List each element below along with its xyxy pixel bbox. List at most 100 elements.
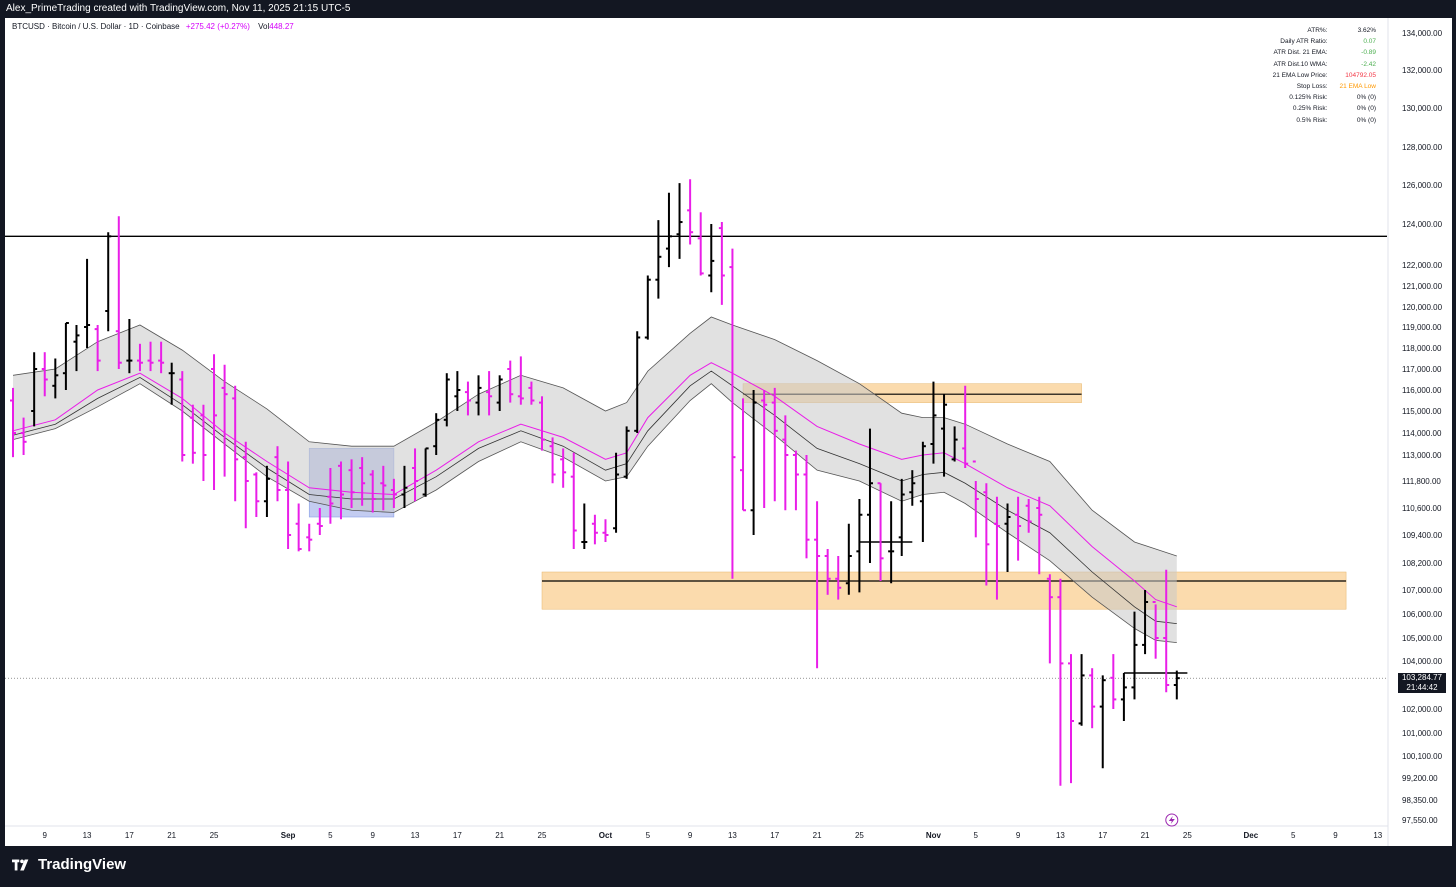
ohlc-bar[interactable] <box>549 437 556 484</box>
ohlc-bar[interactable] <box>962 385 969 468</box>
ohlc-bar[interactable] <box>1173 670 1180 700</box>
ohlc-bar[interactable] <box>105 232 112 332</box>
ohlc-bar[interactable] <box>718 222 725 305</box>
ohlc-bar[interactable] <box>475 375 482 416</box>
ohlc-bar[interactable] <box>189 404 196 464</box>
ohlc-bar[interactable] <box>1110 654 1117 709</box>
ohlc-bar[interactable] <box>993 496 1000 600</box>
ohlc-bar[interactable] <box>496 375 503 411</box>
ohlc-bar[interactable] <box>771 387 778 502</box>
ohlc-bar[interactable] <box>253 472 260 517</box>
ohlc-bar[interactable] <box>1025 499 1032 533</box>
ohlc-bar[interactable] <box>1036 496 1043 575</box>
ohlc-bar[interactable] <box>898 478 905 556</box>
ohlc-bar[interactable] <box>221 364 228 477</box>
ohlc-bar[interactable] <box>941 394 948 477</box>
ohlc-bar[interactable] <box>464 381 471 416</box>
ohlc-bar[interactable] <box>591 514 598 545</box>
ohlc-bar[interactable] <box>665 192 672 268</box>
ohlc-bar[interactable] <box>1015 496 1022 561</box>
ohlc-bar[interactable] <box>708 224 715 293</box>
ohlc-bar[interactable] <box>433 413 440 455</box>
ohlc-bar[interactable] <box>380 465 387 511</box>
ohlc-bar[interactable] <box>835 556 842 600</box>
ohlc-bar[interactable] <box>570 452 577 549</box>
chart-panel[interactable]: 134,000.00 132,000.00 130,000.00 128,000.00… <box>5 18 1452 846</box>
ohlc-bar[interactable] <box>909 470 916 506</box>
ohlc-bar[interactable] <box>528 381 535 405</box>
ohlc-bar[interactable] <box>888 501 895 584</box>
ohlc-bar[interactable] <box>687 179 694 245</box>
ohlc-bar[interactable] <box>866 428 873 563</box>
ohlc-bar[interactable] <box>73 325 80 372</box>
ohlc-bar[interactable] <box>644 275 651 340</box>
ohlc-bar[interactable] <box>824 549 831 595</box>
ohlc-bar[interactable] <box>401 465 408 508</box>
ohlc-bar[interactable] <box>274 446 281 502</box>
ohlc-bar[interactable] <box>581 503 588 550</box>
price-chart[interactable]: 134,000.00 132,000.00 130,000.00 128,000.00… <box>5 18 1452 846</box>
ohlc-bar[interactable] <box>136 343 143 372</box>
ohlc-bar[interactable] <box>729 248 736 579</box>
ohlc-bar[interactable] <box>94 325 101 372</box>
ohlc-bar[interactable] <box>295 503 302 552</box>
ohlc-bar[interactable] <box>1152 601 1159 659</box>
ohlc-bar[interactable] <box>655 220 662 299</box>
ohlc-bar[interactable] <box>232 385 239 502</box>
ohlc-bar[interactable] <box>84 258 91 348</box>
ohlc-bar[interactable] <box>263 465 270 517</box>
ohlc-bar[interactable] <box>211 354 218 490</box>
ohlc-bar[interactable] <box>1078 654 1085 726</box>
ohlc-bar[interactable] <box>306 523 313 552</box>
ohlc-bar[interactable] <box>761 390 768 508</box>
ohlc-bar[interactable] <box>560 448 567 488</box>
ohlc-bar[interactable] <box>951 426 958 462</box>
ohlc-bar[interactable] <box>147 341 154 372</box>
ohlc-bar[interactable] <box>454 371 461 411</box>
ohlc-bar[interactable] <box>983 483 990 586</box>
ohlc-bar[interactable] <box>782 415 789 511</box>
ohlc-bar[interactable] <box>792 450 799 511</box>
ohlc-bar[interactable] <box>602 519 609 542</box>
ohlc-bar[interactable] <box>115 216 122 369</box>
ohlc-bar[interactable] <box>359 457 366 506</box>
ohlc-bar[interactable] <box>919 441 926 542</box>
ohlc-bar[interactable] <box>348 459 355 508</box>
ohlc-bar[interactable] <box>41 352 48 397</box>
ohlc-bar[interactable] <box>517 356 524 405</box>
ohlc-bar[interactable] <box>877 482 884 581</box>
ohlc-bar[interactable] <box>613 452 620 533</box>
ohlc-bar[interactable] <box>740 398 747 512</box>
ohlc-bar[interactable] <box>31 352 38 427</box>
ohlc-bar[interactable] <box>1046 574 1053 664</box>
ohlc-bar[interactable] <box>1099 675 1106 769</box>
ohlc-bar[interactable] <box>634 331 641 433</box>
ohlc-bar[interactable] <box>750 390 757 535</box>
ohlc-bar[interactable] <box>676 183 683 259</box>
ohlc-bar[interactable] <box>930 381 937 464</box>
ohlc-bar[interactable] <box>972 460 979 538</box>
ohlc-bar[interactable] <box>200 404 207 481</box>
lightning-icon[interactable] <box>1165 813 1179 827</box>
ohlc-bar[interactable] <box>856 499 863 593</box>
ohlc-bar[interactable] <box>412 448 419 502</box>
ohlc-bar[interactable] <box>422 447 429 497</box>
tradingview-logo[interactable]: TradingView <box>12 856 126 873</box>
ohlc-bar[interactable] <box>1163 569 1170 693</box>
ohlc-bar[interactable] <box>327 468 334 524</box>
ohlc-bar[interactable] <box>369 470 376 513</box>
ohlc-bar[interactable] <box>390 478 397 508</box>
ohlc-bar[interactable] <box>242 441 249 529</box>
ohlc-bar[interactable] <box>52 358 59 399</box>
ohlc-bar[interactable] <box>507 360 514 403</box>
ohlc-bar[interactable] <box>179 371 186 462</box>
ohlc-bar[interactable] <box>814 501 821 669</box>
ohlc-bar[interactable] <box>10 387 16 458</box>
ohlc-bar[interactable] <box>316 508 323 535</box>
ohlc-bar[interactable] <box>168 362 175 405</box>
ohlc-bar[interactable] <box>486 371 493 416</box>
ohlc-bar[interactable] <box>1142 590 1149 655</box>
ohlc-bar[interactable] <box>1057 578 1064 786</box>
ohlc-bar[interactable] <box>337 461 344 520</box>
ohlc-bar[interactable] <box>623 426 630 479</box>
